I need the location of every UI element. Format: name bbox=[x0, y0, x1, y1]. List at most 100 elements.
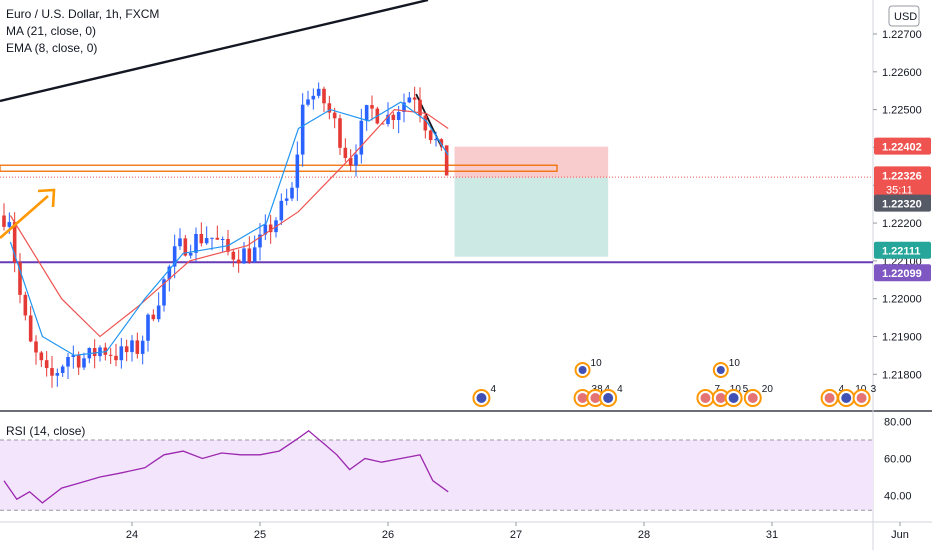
candle[interactable] bbox=[242, 241, 246, 264]
candle[interactable] bbox=[327, 95, 332, 120]
candle[interactable] bbox=[247, 236, 252, 264]
candle[interactable] bbox=[300, 93, 305, 167]
price-label[interactable]: 1.22111 bbox=[874, 241, 931, 259]
event-marker[interactable]: 20 bbox=[743, 384, 774, 407]
candle[interactable] bbox=[66, 353, 70, 379]
candle[interactable] bbox=[407, 91, 412, 104]
event-marker[interactable]: 5 bbox=[724, 384, 749, 407]
candle-body bbox=[380, 123, 385, 125]
candle[interactable] bbox=[231, 249, 236, 268]
ma-legend[interactable]: MA (21, close, 0) bbox=[6, 24, 97, 38]
candle[interactable] bbox=[279, 193, 284, 225]
event-marker[interactable]: 3 bbox=[852, 384, 877, 407]
orange-arrow-shaft[interactable] bbox=[0, 195, 49, 239]
candle[interactable] bbox=[199, 222, 204, 247]
candle[interactable] bbox=[215, 225, 220, 240]
candle[interactable] bbox=[2, 203, 6, 231]
candle[interactable] bbox=[348, 149, 353, 172]
candle[interactable] bbox=[156, 292, 161, 323]
candle[interactable] bbox=[28, 306, 33, 343]
trendline[interactable] bbox=[0, 0, 429, 103]
candle[interactable] bbox=[39, 350, 44, 367]
candle-body bbox=[300, 104, 305, 155]
event-marker[interactable]: 4 bbox=[599, 384, 623, 407]
candle[interactable] bbox=[322, 86, 326, 113]
candle[interactable] bbox=[44, 351, 49, 377]
candle[interactable] bbox=[316, 82, 321, 99]
candle[interactable] bbox=[18, 253, 22, 304]
candle[interactable] bbox=[71, 345, 76, 369]
candle[interactable] bbox=[423, 112, 428, 139]
candle[interactable] bbox=[258, 223, 262, 261]
candle[interactable] bbox=[119, 337, 124, 369]
price-label[interactable]: 1.22099 bbox=[874, 264, 931, 282]
candle[interactable] bbox=[124, 339, 129, 362]
candle[interactable] bbox=[140, 335, 145, 365]
candle[interactable] bbox=[364, 104, 369, 131]
candle-body bbox=[156, 305, 161, 320]
candle[interactable] bbox=[60, 364, 65, 377]
candle[interactable] bbox=[114, 343, 118, 367]
candle[interactable] bbox=[236, 249, 241, 273]
ema-8-line[interactable] bbox=[9, 101, 449, 357]
candle-body bbox=[82, 358, 86, 368]
candle[interactable] bbox=[194, 227, 198, 262]
candle[interactable] bbox=[338, 114, 342, 155]
candle[interactable] bbox=[23, 291, 28, 321]
candle[interactable] bbox=[178, 228, 182, 250]
candle[interactable] bbox=[359, 108, 364, 164]
flag-icon bbox=[590, 393, 601, 403]
candle[interactable] bbox=[34, 335, 38, 365]
flag-icon bbox=[824, 393, 835, 403]
rsi-legend[interactable]: RSI (14, close) bbox=[6, 424, 86, 438]
candle[interactable] bbox=[146, 313, 150, 352]
ema-legend[interactable]: EMA (8, close, 0) bbox=[6, 41, 98, 55]
candle[interactable] bbox=[402, 93, 406, 123]
candle[interactable] bbox=[204, 226, 209, 245]
candle[interactable] bbox=[172, 234, 177, 279]
event-marker[interactable]: 3810 bbox=[573, 358, 604, 407]
resistance-zone[interactable] bbox=[0, 164, 558, 172]
candle[interactable] bbox=[130, 335, 134, 362]
candle[interactable] bbox=[370, 95, 374, 121]
take-profit-zone[interactable] bbox=[454, 177, 609, 257]
candle[interactable] bbox=[354, 144, 358, 177]
candle[interactable] bbox=[82, 352, 86, 371]
candle[interactable] bbox=[343, 138, 348, 162]
event-marker[interactable]: 4 bbox=[820, 384, 845, 407]
candle[interactable] bbox=[268, 214, 273, 244]
candle[interactable] bbox=[311, 88, 316, 110]
candle[interactable] bbox=[295, 141, 300, 201]
stop-loss-zone[interactable] bbox=[454, 146, 609, 178]
currency-button[interactable] bbox=[888, 5, 920, 27]
rsi-line[interactable] bbox=[3, 429, 449, 504]
candle[interactable] bbox=[151, 309, 156, 322]
candle[interactable] bbox=[135, 332, 140, 359]
candle[interactable] bbox=[220, 236, 225, 253]
candle[interactable] bbox=[434, 131, 438, 147]
candle[interactable] bbox=[50, 355, 54, 388]
event-marker[interactable]: 4 bbox=[472, 384, 496, 407]
currency-label[interactable]: USD bbox=[894, 11, 917, 23]
chart-legend: Euro / U.S. Dollar, 1h, FXCM MA (21, clo… bbox=[6, 6, 159, 57]
candle[interactable] bbox=[391, 112, 396, 129]
price-label[interactable]: 1.22326 35:11 bbox=[874, 166, 931, 199]
ma-21-line[interactable] bbox=[9, 108, 449, 338]
candle[interactable] bbox=[284, 188, 289, 206]
candle[interactable] bbox=[444, 145, 449, 176]
candle[interactable] bbox=[92, 339, 97, 369]
candle[interactable] bbox=[108, 347, 113, 364]
symbol-title[interactable]: Euro / U.S. Dollar, 1h, FXCM bbox=[6, 7, 160, 21]
price-label[interactable]: 1.22402 bbox=[874, 137, 931, 155]
candle[interactable] bbox=[386, 102, 390, 127]
candle[interactable] bbox=[263, 214, 268, 241]
price-label[interactable]: 1.22320 bbox=[874, 194, 931, 212]
candle[interactable] bbox=[55, 368, 60, 387]
candle[interactable] bbox=[412, 86, 417, 113]
candle-body bbox=[124, 346, 129, 353]
candle[interactable] bbox=[428, 129, 433, 144]
candle[interactable] bbox=[290, 182, 294, 202]
candle-body bbox=[172, 246, 177, 267]
candle[interactable] bbox=[306, 90, 310, 107]
